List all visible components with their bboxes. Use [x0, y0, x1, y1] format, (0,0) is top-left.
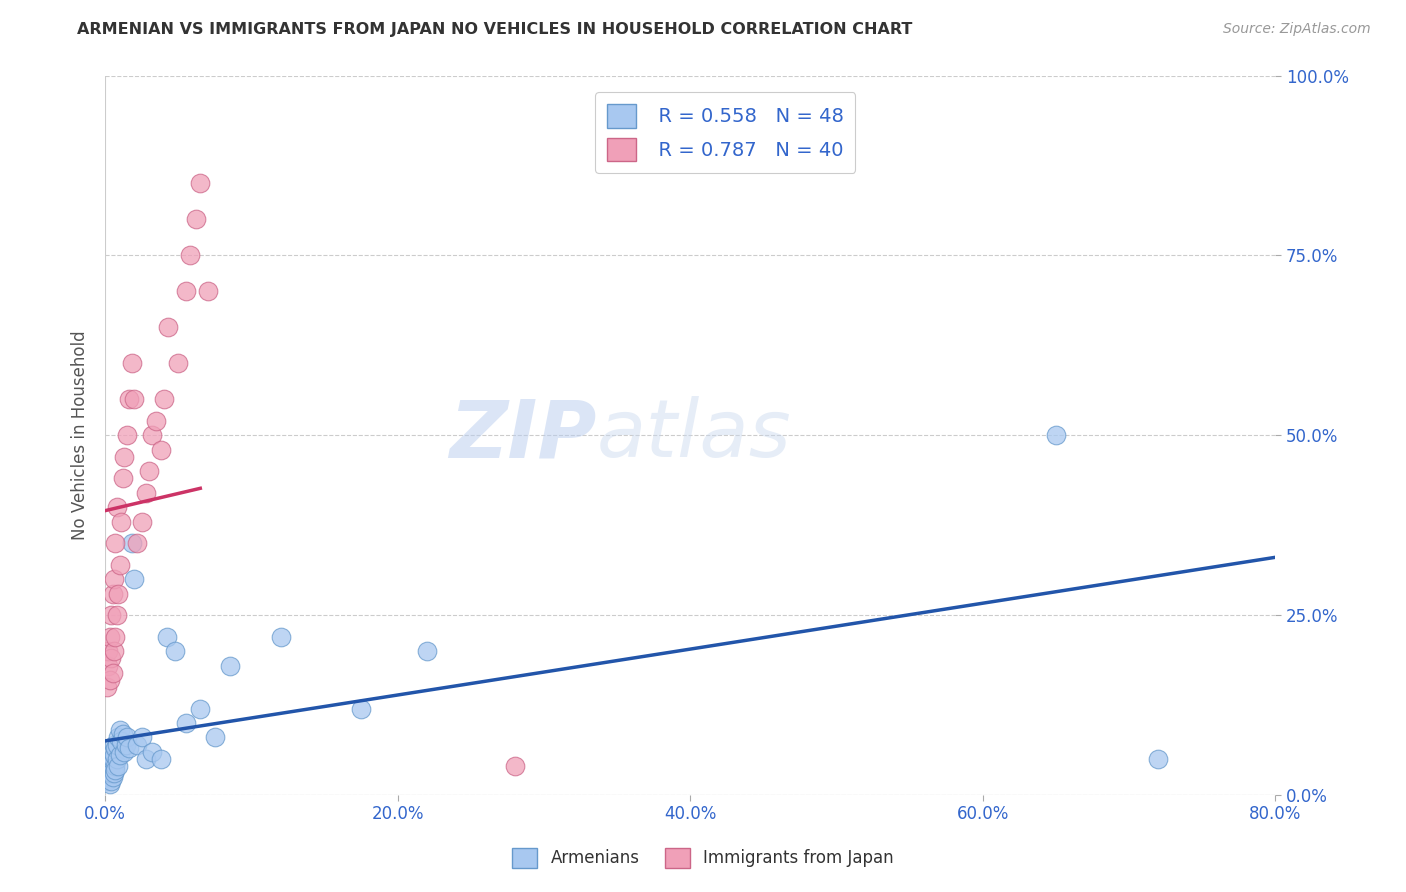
Point [111, 727, 134, 741]
Point [138, 464, 160, 478]
Point [145, 414, 167, 428]
Point [124, 392, 146, 407]
Point [1147, 752, 1170, 766]
Point [104, 536, 127, 550]
Point [104, 741, 127, 756]
Point [100, 773, 122, 788]
Point [108, 558, 131, 572]
Point [121, 536, 143, 550]
Point [179, 248, 201, 262]
Point [141, 428, 163, 442]
Point [188, 177, 211, 191]
Point [174, 285, 197, 299]
Point [98, 777, 121, 791]
Point [100, 766, 122, 780]
Point [111, 471, 134, 485]
Point [149, 752, 172, 766]
Point [112, 745, 135, 759]
Text: ZIP: ZIP [450, 396, 596, 475]
Point [184, 212, 207, 227]
Point [103, 766, 125, 780]
Point [100, 756, 122, 770]
Point [104, 759, 127, 773]
Point [218, 658, 240, 673]
Point [98, 763, 121, 777]
Point [152, 392, 174, 407]
Point [110, 734, 132, 748]
Point [103, 738, 125, 752]
Point [108, 723, 131, 738]
Point [165, 644, 187, 658]
Point [204, 731, 226, 745]
Point [127, 536, 149, 550]
Point [110, 515, 132, 529]
Point [98, 759, 121, 773]
Point [98, 630, 121, 644]
Point [270, 630, 292, 644]
Point [104, 763, 127, 777]
Point [98, 673, 121, 687]
Point [101, 665, 124, 680]
Point [149, 442, 172, 457]
Point [131, 515, 153, 529]
Point [101, 745, 124, 759]
Point [105, 738, 128, 752]
Point [117, 392, 139, 407]
Point [97, 644, 120, 658]
Point [107, 586, 129, 600]
Text: ARMENIAN VS IMMIGRANTS FROM JAPAN NO VEHICLES IN HOUSEHOLD CORRELATION CHART: ARMENIAN VS IMMIGRANTS FROM JAPAN NO VEH… [77, 22, 912, 37]
Point [1045, 428, 1067, 442]
Point [103, 644, 125, 658]
Text: atlas: atlas [596, 396, 792, 475]
Point [103, 572, 125, 586]
Point [167, 356, 190, 370]
Text: Source: ZipAtlas.com: Source: ZipAtlas.com [1223, 22, 1371, 37]
Point [141, 745, 163, 759]
Point [105, 752, 128, 766]
Point [135, 752, 157, 766]
Point [124, 572, 146, 586]
Point [127, 738, 149, 752]
Point [350, 702, 373, 716]
Point [97, 770, 120, 784]
Point [101, 752, 124, 766]
Point [503, 759, 526, 773]
Point [157, 320, 180, 334]
Point [115, 428, 138, 442]
Point [101, 770, 124, 784]
Point [131, 731, 153, 745]
Point [115, 731, 138, 745]
Point [101, 586, 124, 600]
Point [104, 630, 127, 644]
Point [174, 716, 197, 731]
Point [416, 644, 439, 658]
Point [96, 773, 118, 788]
Point [103, 748, 125, 763]
Point [107, 731, 129, 745]
Point [197, 285, 219, 299]
Legend: Armenians, Immigrants from Japan: Armenians, Immigrants from Japan [506, 841, 900, 875]
Point [121, 356, 143, 370]
Point [107, 759, 129, 773]
Point [114, 738, 136, 752]
Point [135, 486, 157, 500]
Point [105, 608, 128, 623]
Point [188, 702, 211, 716]
Point [112, 450, 135, 464]
Legend:   R = 0.558   N = 48,   R = 0.787   N = 40: R = 0.558 N = 48, R = 0.787 N = 40 [595, 93, 855, 173]
Point [96, 680, 118, 694]
Point [97, 766, 120, 780]
Point [105, 500, 128, 515]
Point [156, 630, 179, 644]
Y-axis label: No Vehicles in Household: No Vehicles in Household [72, 330, 89, 540]
Point [100, 608, 122, 623]
Point [108, 748, 131, 763]
Point [117, 741, 139, 756]
Point [97, 658, 120, 673]
Point [100, 651, 122, 665]
